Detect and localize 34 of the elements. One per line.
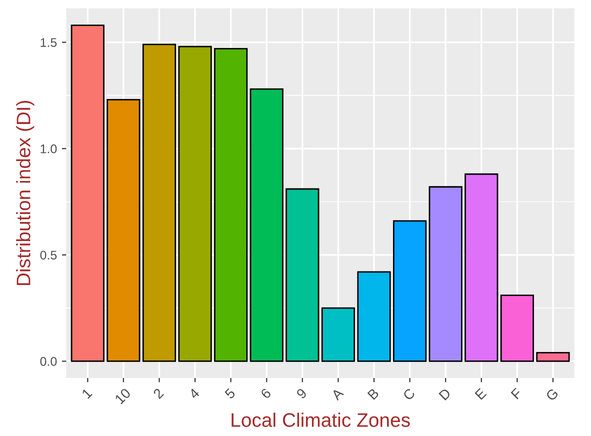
x-axis-title: Local Climatic Zones [232, 412, 410, 427]
y-axis-title: Distribution index (DI) [16, 100, 34, 286]
bar [70, 24, 104, 362]
x-tick-label: E [474, 388, 487, 400]
x-tick-label: 5 [224, 388, 236, 400]
bar [142, 44, 176, 362]
bar [250, 88, 284, 362]
x-tick-label: B [367, 388, 380, 400]
bar [428, 186, 462, 362]
bar [464, 173, 498, 362]
x-tick-label: 6 [260, 388, 272, 400]
x-tick-label: 10 [114, 388, 132, 404]
bar [357, 271, 391, 362]
y-tick-label: 0.5 [40, 250, 57, 260]
x-tick-label: D [438, 388, 452, 400]
bar [321, 307, 356, 362]
x-tick-label: 9 [296, 388, 308, 400]
bar [178, 46, 212, 362]
y-tick-label: 0.0 [40, 357, 57, 366]
bar [106, 99, 140, 362]
x-tick-label: G [545, 388, 559, 402]
y-tick-label: 1.0 [40, 144, 57, 154]
bar [393, 220, 427, 362]
y-tick-label: 1.5 [40, 38, 57, 47]
bar [286, 188, 320, 362]
x-tick-label: A [330, 387, 344, 401]
bar [536, 352, 570, 362]
x-tick-label: 1 [81, 388, 92, 399]
bar [214, 48, 248, 362]
x-tick-label: 2 [152, 388, 164, 400]
x-tick-label: C [402, 388, 416, 401]
bar [500, 294, 534, 362]
x-tick-label: F [510, 388, 522, 400]
x-tick-label: 4 [188, 388, 200, 400]
